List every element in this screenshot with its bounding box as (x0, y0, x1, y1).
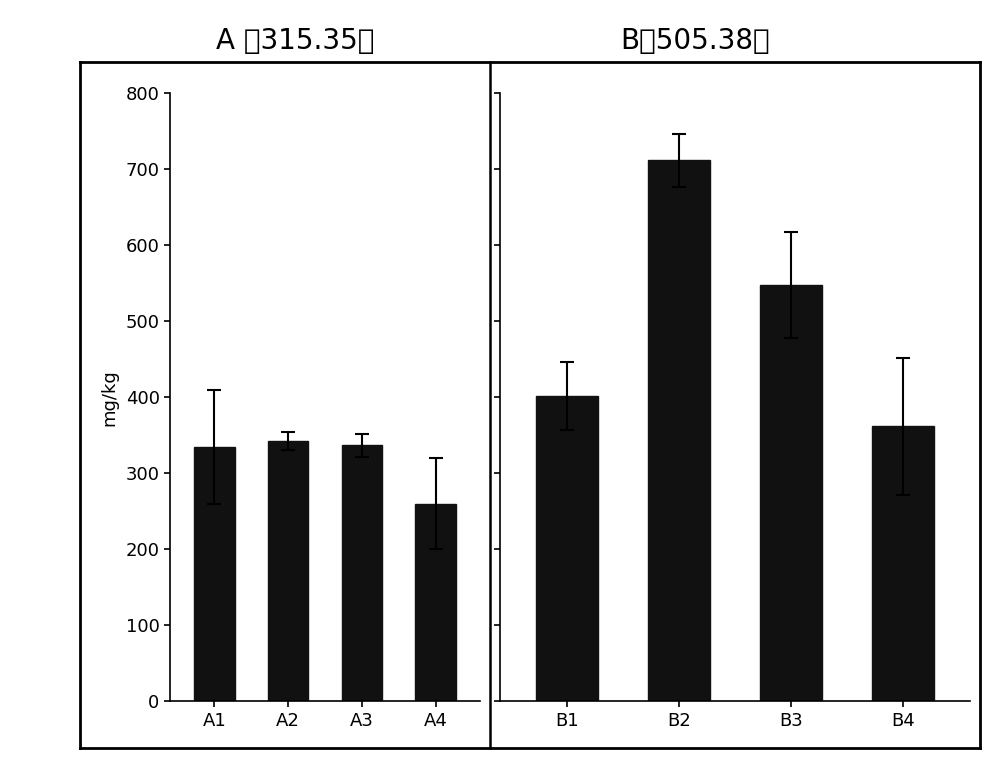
Text: A （315.35）: A （315.35） (216, 27, 374, 55)
Bar (872, 426, 934, 701)
Bar (760, 285, 822, 701)
Bar (342, 445, 382, 701)
Y-axis label: mg/kg: mg/kg (101, 369, 119, 425)
Bar (648, 160, 710, 701)
Bar (268, 442, 308, 701)
Bar (415, 504, 456, 701)
Text: B（505.38）: B（505.38） (620, 27, 770, 55)
Bar (536, 396, 598, 701)
Bar (194, 446, 235, 701)
